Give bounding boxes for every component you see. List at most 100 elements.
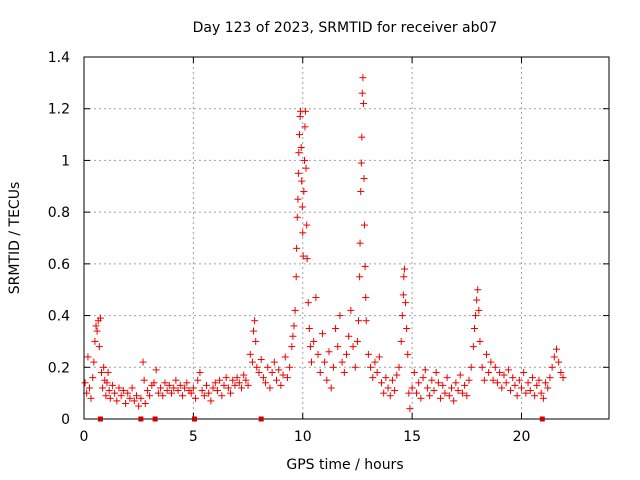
data-point [347, 306, 355, 314]
data-point [290, 322, 298, 330]
data-point [96, 314, 104, 322]
data-point [395, 363, 403, 371]
data-point [452, 379, 460, 387]
baseline-marker [258, 416, 264, 422]
y-tick-label: 0.6 [48, 257, 70, 273]
data-point [321, 358, 329, 366]
data-point [300, 187, 308, 195]
data-point [343, 350, 350, 358]
data-point [200, 392, 208, 400]
baseline-marker [191, 416, 197, 422]
data-point [380, 389, 388, 397]
data-point [535, 376, 543, 384]
data-point [384, 384, 392, 392]
data-point [474, 286, 482, 294]
data-point [502, 379, 510, 387]
data-point [283, 374, 291, 382]
data-point [518, 384, 525, 392]
data-point [126, 394, 134, 402]
data-point [357, 187, 365, 195]
data-point [402, 299, 410, 307]
data-point [526, 387, 534, 395]
data-point [262, 379, 270, 387]
data-point [310, 337, 318, 345]
data-point [472, 312, 480, 320]
data-point [264, 363, 272, 371]
data-point [467, 363, 475, 371]
data-point [375, 353, 383, 361]
data-point [299, 252, 307, 260]
data-point [454, 387, 462, 395]
data-point [329, 363, 337, 371]
data-point [295, 149, 303, 157]
data-point [279, 371, 287, 379]
data-point [161, 379, 169, 387]
data-point [235, 379, 243, 387]
data-point [358, 133, 366, 141]
data-point [448, 384, 455, 392]
data-point [227, 389, 235, 397]
data-point [207, 397, 215, 405]
data-point [178, 392, 186, 400]
data-point [388, 376, 396, 384]
data-point [291, 306, 299, 314]
data-point [139, 358, 147, 366]
y-tick-label: 1 [61, 153, 70, 169]
data-point [475, 306, 483, 314]
data-point [391, 387, 399, 395]
data-point [419, 374, 427, 382]
data-point [487, 358, 495, 366]
data-point [218, 392, 226, 400]
data-point [410, 368, 418, 376]
data-point [345, 332, 353, 340]
data-point [108, 381, 116, 389]
data-point [531, 392, 539, 400]
y-tick-label: 0.8 [48, 205, 70, 221]
data-point [255, 368, 263, 376]
x-tick-label: 20 [513, 429, 531, 445]
data-point [297, 144, 305, 151]
data-point [159, 392, 167, 400]
data-point [301, 156, 308, 164]
data-point [301, 107, 309, 115]
data-point [137, 394, 145, 402]
data-point [470, 325, 478, 332]
data-point [93, 327, 101, 335]
data-point [417, 394, 425, 402]
data-point [288, 343, 296, 351]
data-point [537, 389, 545, 397]
data-point [163, 387, 171, 395]
data-point [528, 374, 536, 382]
x-tick-label: 0 [80, 429, 89, 445]
data-point [432, 368, 440, 376]
data-point [496, 368, 504, 376]
data-point [509, 374, 517, 382]
data-point [242, 376, 250, 384]
data-point [305, 325, 313, 332]
y-tick-label: 0 [61, 412, 70, 428]
data-point [209, 384, 217, 392]
data-point [124, 389, 132, 397]
data-point [229, 376, 237, 384]
data-point [233, 374, 241, 382]
data-point [306, 343, 314, 351]
data-point [400, 265, 408, 273]
data-point [400, 273, 408, 281]
data-point [273, 376, 280, 384]
data-point [85, 384, 93, 392]
data-point [275, 366, 283, 374]
data-point [408, 384, 416, 392]
data-point [292, 273, 300, 281]
data-point [211, 379, 219, 387]
data-point [415, 379, 423, 387]
data-point [154, 389, 162, 397]
data-point [104, 368, 112, 376]
data-point [316, 368, 324, 376]
data-point [397, 337, 405, 345]
data-point [364, 350, 372, 358]
data-point [434, 379, 442, 387]
y-tick-label: 0.2 [48, 360, 70, 376]
data-point [430, 387, 438, 395]
data-point [362, 317, 370, 325]
